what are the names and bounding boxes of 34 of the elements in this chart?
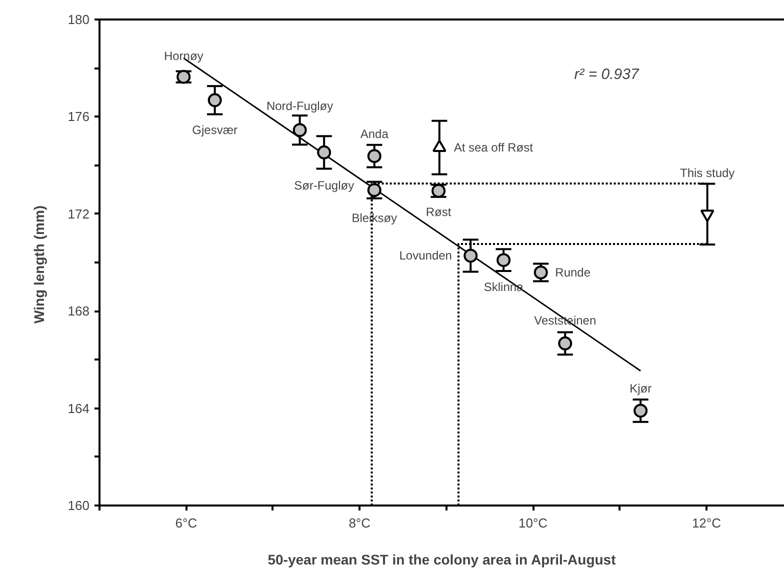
x-tick-label: 10°C bbox=[518, 516, 548, 530]
y-tick-label: 160 bbox=[68, 498, 90, 513]
point bbox=[558, 336, 572, 350]
point bbox=[634, 404, 648, 418]
y-tick-label: 176 bbox=[68, 109, 90, 124]
annotation: Runde bbox=[555, 265, 591, 280]
annotation: At sea off Røst bbox=[454, 140, 534, 155]
annotation: Hornøy bbox=[164, 48, 204, 63]
annotation: Nord-Fugløy bbox=[266, 99, 334, 114]
x-tick-label: 6°C bbox=[175, 516, 198, 530]
point bbox=[534, 265, 548, 280]
point bbox=[292, 123, 307, 138]
y-axis-title: Wing length (mm) bbox=[30, 205, 47, 324]
annotation: Anda bbox=[360, 127, 389, 142]
annotation: Kjør bbox=[630, 382, 652, 396]
x-axis-title: 50-year mean SST in the colony area in April-August bbox=[268, 552, 616, 568]
x-tick-label: 8°C bbox=[348, 516, 371, 530]
y-tick-label: 168 bbox=[68, 304, 90, 319]
annotation: r² = 0.937 bbox=[574, 66, 640, 83]
annotation: Bleiksøy bbox=[352, 211, 398, 226]
y-tick-label: 164 bbox=[68, 400, 90, 416]
y-tick-label: 180 bbox=[68, 12, 90, 27]
point bbox=[367, 149, 382, 164]
annotation: Gjesvær bbox=[192, 123, 238, 138]
annotation: This study bbox=[680, 166, 735, 180]
annotation: Røst bbox=[426, 204, 452, 219]
y-tick-label: 172 bbox=[68, 206, 90, 222]
point bbox=[464, 248, 478, 263]
point bbox=[317, 145, 332, 160]
x-tick-label: 12°C bbox=[692, 516, 721, 530]
point bbox=[496, 253, 511, 268]
point bbox=[208, 93, 222, 108]
annotation: Sør-Fugløy bbox=[294, 178, 354, 192]
annotation: Lovunden bbox=[399, 248, 452, 263]
